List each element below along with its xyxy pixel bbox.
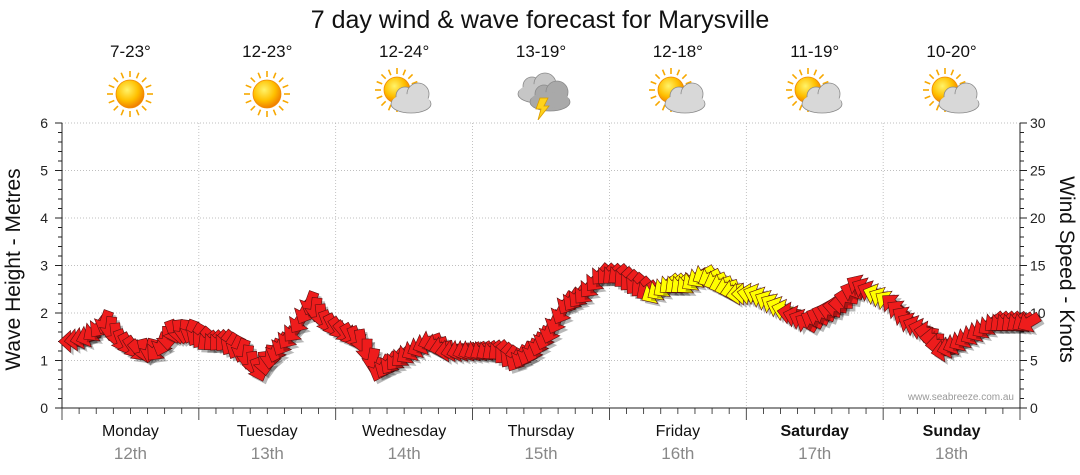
left-tick-label: 3 bbox=[40, 258, 48, 274]
left-axis-title: Wave Height - Metres bbox=[2, 168, 25, 370]
day-name-label: Saturday bbox=[780, 423, 849, 440]
day-weather: 12-23° bbox=[217, 40, 317, 120]
left-tick-label: 6 bbox=[40, 115, 48, 131]
day-date-label: 17th bbox=[798, 444, 831, 463]
day-date-label: 16th bbox=[661, 444, 694, 463]
temperature-range: 11-19° bbox=[790, 42, 840, 61]
day-date-label: 12th bbox=[114, 444, 147, 463]
left-tick-label: 4 bbox=[40, 210, 48, 226]
right-tick-label: 0 bbox=[1030, 400, 1038, 416]
left-tick-label: 5 bbox=[40, 163, 48, 179]
thunderstorm-icon bbox=[517, 72, 571, 120]
right-tick-label: 25 bbox=[1030, 163, 1046, 179]
partly-cloudy-icon bbox=[922, 68, 979, 114]
temperature-range: 7-23° bbox=[110, 42, 151, 61]
wind-arrow bbox=[1017, 311, 1042, 333]
chart-grid bbox=[62, 122, 1020, 409]
sunny-icon bbox=[107, 71, 154, 117]
temperature-range: 13-19° bbox=[515, 42, 567, 61]
temperature-range: 12-24° bbox=[379, 42, 430, 61]
credit-text: www.seabreeze.com.au bbox=[907, 392, 1014, 403]
day-weather: 12-24° bbox=[354, 40, 454, 120]
day-name-label: Friday bbox=[656, 423, 700, 440]
day-name-label: Monday bbox=[102, 423, 159, 440]
day-name-label: Wednesday bbox=[362, 423, 446, 440]
day-date-label: 18th bbox=[935, 444, 968, 463]
day-weather: 11-19° bbox=[765, 40, 865, 120]
day-weather: 13-19° bbox=[491, 40, 591, 120]
chart-title: 7 day wind & wave forecast for Marysvill… bbox=[310, 6, 770, 34]
partly-cloudy-icon bbox=[648, 68, 706, 114]
wind-arrows bbox=[58, 262, 1045, 385]
right-axis-title: Wind Speed - Knots bbox=[1055, 176, 1078, 363]
day-weather: 10-20° bbox=[902, 40, 1002, 120]
right-tick-label: 30 bbox=[1030, 115, 1046, 131]
day-weather: 7-23° bbox=[80, 40, 180, 120]
temperature-range: 10-20° bbox=[926, 42, 977, 61]
day-weather: 12-18° bbox=[628, 40, 728, 120]
day-date-label: 15th bbox=[524, 444, 557, 463]
left-tick-label: 1 bbox=[40, 353, 48, 369]
right-tick-label: 20 bbox=[1030, 210, 1046, 226]
day-name-label: Thursday bbox=[508, 423, 575, 440]
day-date-label: 14th bbox=[388, 444, 421, 463]
day-name-label: Sunday bbox=[923, 423, 981, 440]
partly-cloudy-icon bbox=[785, 68, 843, 114]
day-date-label: 13th bbox=[251, 444, 284, 463]
day-name-label: Tuesday bbox=[237, 423, 298, 440]
left-tick-label: 2 bbox=[40, 305, 48, 321]
partly-cloudy-icon bbox=[375, 68, 432, 114]
left-tick-label: 0 bbox=[40, 400, 48, 416]
sunny-icon bbox=[244, 71, 291, 117]
temperature-range: 12-18° bbox=[652, 42, 703, 61]
right-tick-label: 15 bbox=[1030, 258, 1046, 274]
temperature-range: 12-23° bbox=[242, 42, 293, 61]
right-tick-label: 5 bbox=[1030, 353, 1038, 369]
